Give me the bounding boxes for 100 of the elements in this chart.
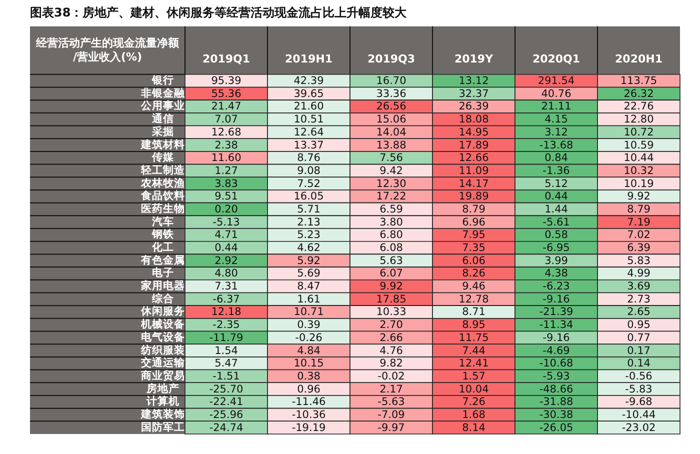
y-tick-label: 有色金属	[140, 253, 185, 266]
data-label: -7.09	[378, 408, 405, 421]
data-label: 10.33	[376, 306, 406, 318]
data-label: 2.73	[627, 293, 650, 306]
data-label: 95.39	[211, 75, 242, 88]
data-label: 13.37	[294, 139, 324, 152]
data-label: -6.23	[542, 280, 570, 293]
data-label: 10.19	[624, 178, 654, 190]
y-tick-label: 公用事业	[140, 99, 185, 112]
x-tick-label: 2019H1	[285, 52, 332, 66]
data-label: 26.32	[624, 88, 654, 100]
data-label: 1.68	[462, 408, 486, 421]
y-tick-label: 汽车	[151, 214, 174, 228]
data-label: 0.77	[627, 332, 650, 344]
data-label: 9.82	[380, 358, 403, 370]
data-label: -24.74	[209, 422, 244, 434]
y-axis-title: 经营活动产生的现金流量净额/营业收入(%)	[35, 36, 180, 64]
data-label: 4.15	[544, 114, 568, 126]
data-label: 12.68	[211, 126, 242, 138]
data-label: 8.76	[297, 152, 321, 164]
data-label: 8.14	[462, 422, 486, 434]
data-label: 12.64	[294, 126, 324, 138]
y-tick-label: 食品饮料	[140, 189, 185, 202]
data-label: 55.36	[211, 88, 242, 100]
data-label: 0.17	[627, 344, 650, 357]
y-tick-label: 农林牧渔	[140, 176, 185, 190]
data-label: -11.79	[209, 332, 244, 344]
y-tick-label: 商业贸易	[140, 368, 185, 382]
data-label: 10.44	[624, 152, 654, 164]
y-tick-label: 银行	[151, 74, 174, 87]
data-label: 3.69	[627, 280, 650, 293]
data-label: 5.69	[297, 268, 320, 280]
data-label: -9.16	[542, 332, 570, 344]
data-label: 6.80	[380, 229, 403, 242]
data-label: 7.35	[462, 242, 486, 254]
data-label: -26.05	[539, 422, 574, 434]
data-label: 7.56	[380, 152, 404, 164]
data-label: 12.80	[624, 114, 654, 126]
data-label: 26.39	[458, 100, 489, 113]
data-label: 6.07	[380, 268, 403, 280]
data-label: 0.84	[544, 152, 568, 164]
data-label: -13.68	[539, 139, 574, 152]
data-label: 0.38	[297, 370, 320, 382]
data-label: -19.19	[292, 422, 326, 434]
y-tick-label: 电子	[152, 266, 174, 280]
data-label: 1.44	[544, 203, 568, 216]
data-label: 2.70	[380, 319, 403, 332]
y-tick-label: 机械设备	[140, 318, 185, 331]
data-label: 9.92	[380, 280, 403, 293]
data-label: -1.36	[542, 164, 570, 177]
data-label: -0.26	[295, 332, 323, 344]
data-label: -22.41	[209, 396, 244, 408]
data-label: -6.95	[542, 242, 570, 254]
y-tick-label: 纺织服装	[140, 343, 185, 356]
data-label: 14.17	[458, 178, 489, 190]
data-label: 21.11	[541, 100, 572, 113]
data-label: 3.99	[544, 254, 568, 267]
data-label: 8.95	[462, 319, 486, 332]
data-label: 0.96	[297, 383, 321, 396]
data-label: 3.12	[544, 126, 568, 138]
data-label: -0.56	[625, 370, 653, 382]
data-label: 16.05	[294, 190, 324, 203]
data-label: -5.13	[212, 216, 240, 228]
data-label: 291.54	[538, 75, 575, 88]
x-tick-label: 2020H1	[615, 52, 662, 66]
data-label: 39.65	[294, 88, 324, 100]
data-label: -0.02	[378, 370, 405, 382]
data-label: 10.15	[294, 358, 324, 370]
data-label: 10.04	[458, 383, 490, 396]
y-tick-label: 建筑装饰	[140, 407, 185, 420]
y-tick-label: 医药生物	[141, 202, 185, 215]
data-label: 4.76	[380, 344, 404, 357]
data-label: 0.14	[627, 358, 651, 370]
data-label: 12.66	[458, 152, 490, 164]
data-label: 12.18	[211, 306, 242, 318]
data-label: 4.80	[214, 268, 238, 280]
y-tick-label: 采掘	[151, 124, 174, 138]
data-label: -48.66	[539, 383, 574, 396]
data-label: 17.85	[376, 293, 406, 306]
data-label: 4.99	[627, 268, 650, 280]
data-label: 2.92	[214, 254, 238, 267]
data-label: -25.70	[209, 383, 244, 396]
y-tick-label: 综合	[151, 292, 174, 305]
data-label: -5.61	[542, 216, 570, 228]
data-label: 9.46	[462, 280, 486, 293]
data-label: 2.65	[627, 306, 650, 318]
data-label: 1.57	[462, 370, 486, 382]
data-label: -21.39	[539, 306, 574, 318]
data-label: 113.75	[620, 75, 658, 88]
data-label: 1.27	[214, 164, 238, 177]
data-label: 8.79	[462, 203, 486, 216]
data-label: 4.84	[297, 344, 321, 357]
data-label: 22.76	[624, 100, 654, 113]
chart-title: 图表38：房地产、建材、休闲服务等经营活动现金流占比上升幅度较大	[30, 5, 408, 20]
data-label: 7.07	[214, 114, 238, 126]
data-label: 9.51	[214, 190, 238, 203]
data-label: -4.69	[542, 344, 570, 357]
data-label: -10.68	[539, 358, 574, 370]
data-label: 7.26	[462, 396, 486, 408]
data-label: -10.36	[292, 408, 326, 421]
